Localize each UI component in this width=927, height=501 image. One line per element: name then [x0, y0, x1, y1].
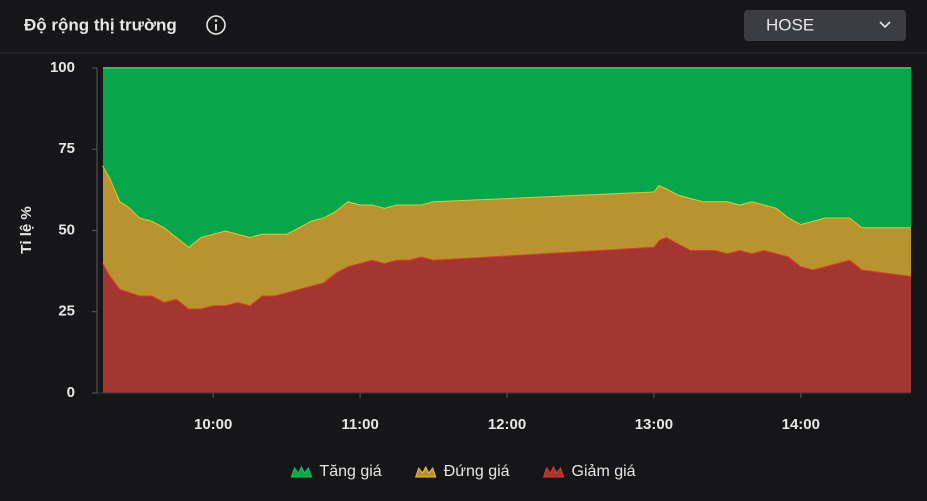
area [103, 237, 911, 393]
legend-label: Giảm giá [572, 463, 636, 480]
area [103, 165, 911, 309]
legend-item[interactable]: Tăng giá [290, 463, 382, 480]
y-tick-label: 75 [58, 140, 75, 157]
x-tick-label: 11:00 [341, 416, 379, 433]
legend-item[interactable]: Đứng giá [414, 463, 510, 480]
dropdown[interactable]: HOSE [744, 10, 906, 41]
x-tick-label: 14:00 [782, 416, 820, 433]
y-tick-label: 25 [58, 303, 75, 320]
legend-item[interactable]: Giảm giá [542, 463, 636, 480]
x-tick-label: 10:00 [194, 416, 232, 433]
y-axis-label: Tỉ lệ % [18, 206, 35, 254]
panel-title: Độ rộng thị trường [24, 15, 177, 34]
dropdown-value: HOSE [766, 15, 814, 34]
x-tick-label: 13:00 [635, 416, 673, 433]
y-tick-label: 0 [67, 384, 75, 401]
y-tick-label: 50 [58, 221, 75, 238]
y-tick-label: 100 [50, 59, 75, 76]
info-icon[interactable] [206, 15, 226, 35]
legend-label: Đứng giá [444, 463, 510, 480]
x-tick-label: 12:00 [488, 416, 526, 433]
area [103, 68, 911, 247]
legend-icon [290, 465, 313, 478]
legend-icon [414, 465, 437, 478]
legend-icon [542, 465, 565, 478]
legend: Tăng giá Đứng giá Giảm giá [290, 463, 636, 480]
legend-label: Tăng giá [319, 463, 381, 480]
